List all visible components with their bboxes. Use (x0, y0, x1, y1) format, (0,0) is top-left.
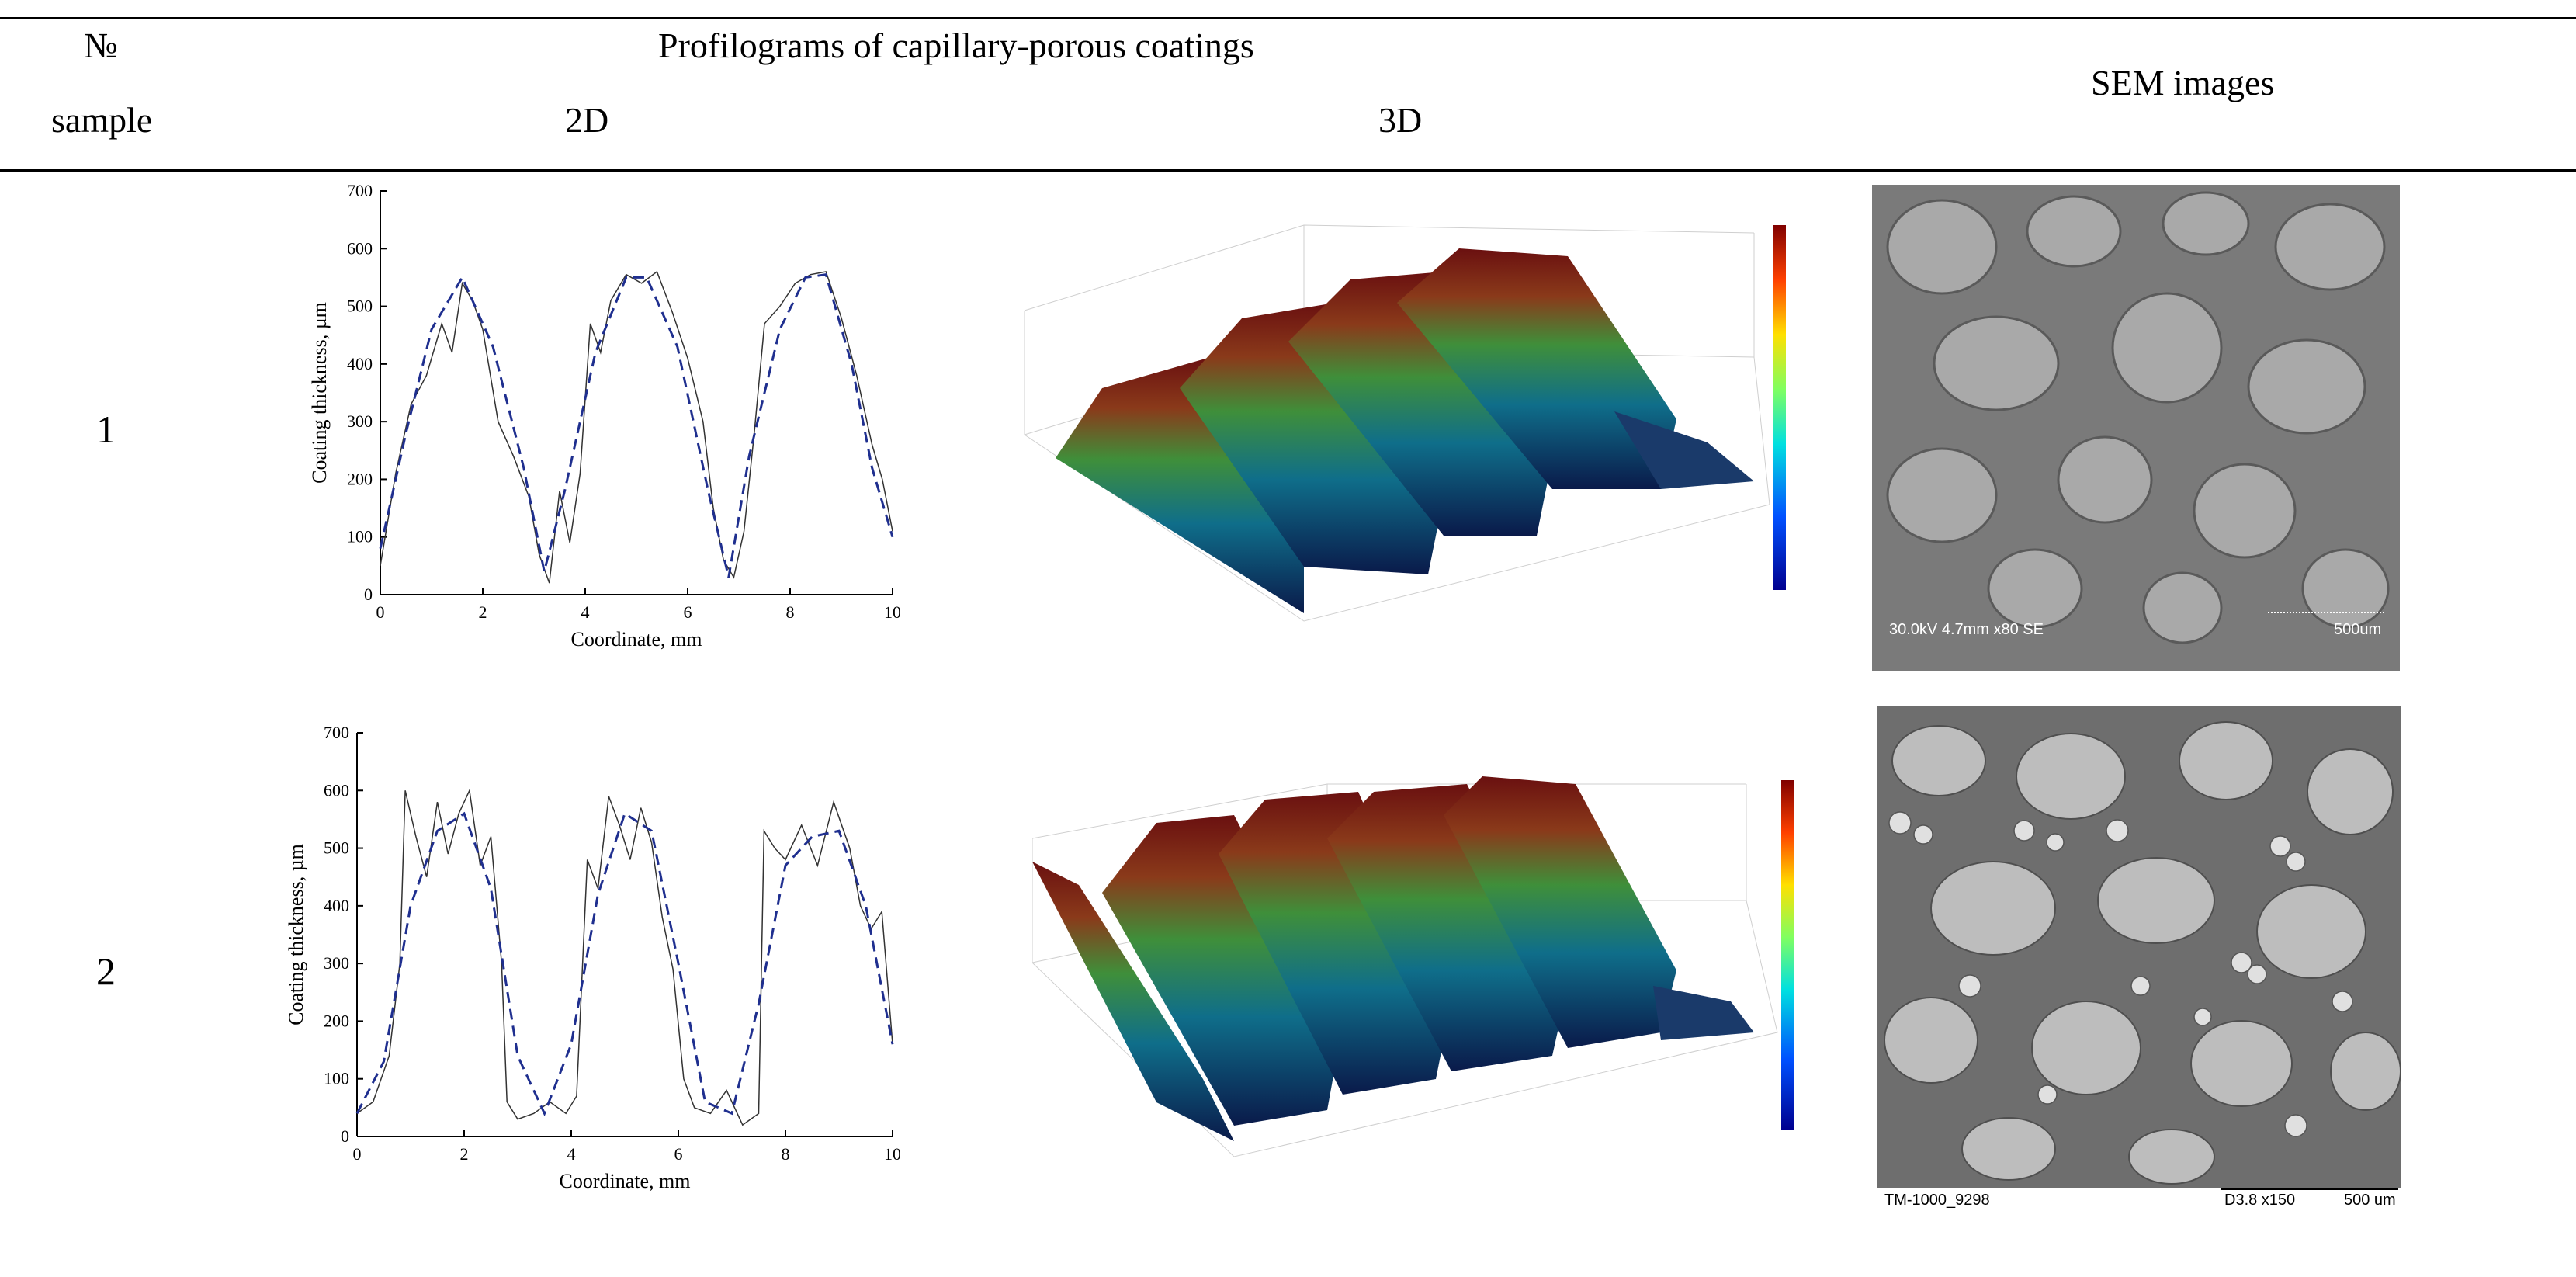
x-tick-label: 4 (581, 602, 590, 622)
header-2d: 2D (565, 100, 609, 140)
y-tick-label: 0 (341, 1126, 349, 1146)
profilogram-2d-chart-1: 0 100 200 300 400 500 600 700 0 2 4 6 8 10 Coordinate,… (279, 180, 900, 677)
series-line-fit (379, 273, 894, 578)
sem-1-scale-bar (2268, 612, 2384, 616)
x-tick-label: 10 (884, 602, 900, 622)
sem-1-caption-right: 500um (2334, 621, 2382, 638)
row-2-number: 2 (96, 949, 116, 993)
x-tick-label: 2 (460, 1144, 469, 1164)
y-tick-label: 200 (347, 469, 373, 488)
header-num-symbol: № (84, 26, 118, 65)
sem-2-scale-bar (2221, 1188, 2398, 1190)
x-tick-label: 6 (674, 1144, 683, 1164)
sem-1-caption-left: 30.0kV 4.7mm x80 SE (1889, 621, 2044, 638)
header-sample: sample (51, 100, 153, 140)
row-1-number: 1 (96, 408, 116, 451)
y-tick-label: 200 (324, 1011, 349, 1030)
header-3d: 3D (1378, 100, 1423, 140)
x-axis-label: Coordinate, mm (571, 628, 702, 651)
series-line-measured (380, 270, 893, 584)
header-sem-images: SEM images (2091, 63, 2275, 102)
y-tick-label: 100 (324, 1069, 349, 1088)
profilogram-3d-surface-1 (1009, 210, 1816, 629)
y-tick-label: 500 (347, 297, 373, 316)
profilogram-2d-svg-2: 0 100 200 300 400 500 600 700 0 2 4 6 8 10 Coordinate,… (285, 723, 900, 1192)
y-tick-label: 700 (347, 181, 373, 200)
y-tick-label: 700 (324, 723, 349, 742)
profilogram-2d-svg-1: 0 100 200 300 400 500 600 700 0 2 4 6 8 10 Coordinate,… (308, 181, 900, 651)
y-tick-label: 500 (324, 838, 349, 858)
y-tick-label: 600 (324, 780, 349, 800)
x-tick-label: 0 (353, 1144, 362, 1164)
x-tick-label: 2 (479, 602, 487, 622)
sem-2-caption-right: 500 um (2344, 1192, 2396, 1209)
y-tick-label: 300 (347, 411, 373, 431)
x-tick-label: 0 (376, 602, 385, 622)
y-tick-label: 400 (324, 896, 349, 915)
sem-image-2 (1877, 706, 2401, 1188)
y-tick-label: 400 (347, 354, 373, 373)
y-axis-label: Coating thickness, µm (308, 302, 331, 484)
profilogram-2d-chart-2: 0 100 200 300 400 500 600 700 0 2 4 6 8 10 Coordinate,… (256, 722, 900, 1219)
y-tick-label: 100 (347, 527, 373, 547)
x-tick-label: 8 (786, 602, 795, 622)
profilogram-3d-surface-2 (1031, 769, 1824, 1172)
y-axis-label: Coating thickness, µm (285, 844, 307, 1025)
header-profilograms: Profilograms of capillary-porous coating… (658, 26, 1254, 65)
sem-image-1: 30.0kV 4.7mm x80 SE 500um (1872, 185, 2400, 671)
sem-2-caption-mid: D3.8 x150 (2224, 1192, 2296, 1209)
x-axis-label: Coordinate, mm (560, 1170, 691, 1192)
table-header-rule (0, 169, 2576, 172)
y-tick-label: 300 (324, 953, 349, 973)
y-tick-label: 0 (364, 585, 373, 604)
x-tick-label: 6 (684, 602, 692, 622)
x-tick-label: 10 (884, 1144, 900, 1164)
table-top-rule (0, 17, 2576, 19)
x-tick-label: 4 (567, 1144, 576, 1164)
series-line-fit (355, 811, 894, 1117)
sem-2-caption-left: TM-1000_9298 (1884, 1192, 1990, 1209)
x-tick-label: 8 (782, 1144, 790, 1164)
y-tick-label: 600 (347, 238, 373, 258)
series-line-measured (356, 788, 893, 1126)
